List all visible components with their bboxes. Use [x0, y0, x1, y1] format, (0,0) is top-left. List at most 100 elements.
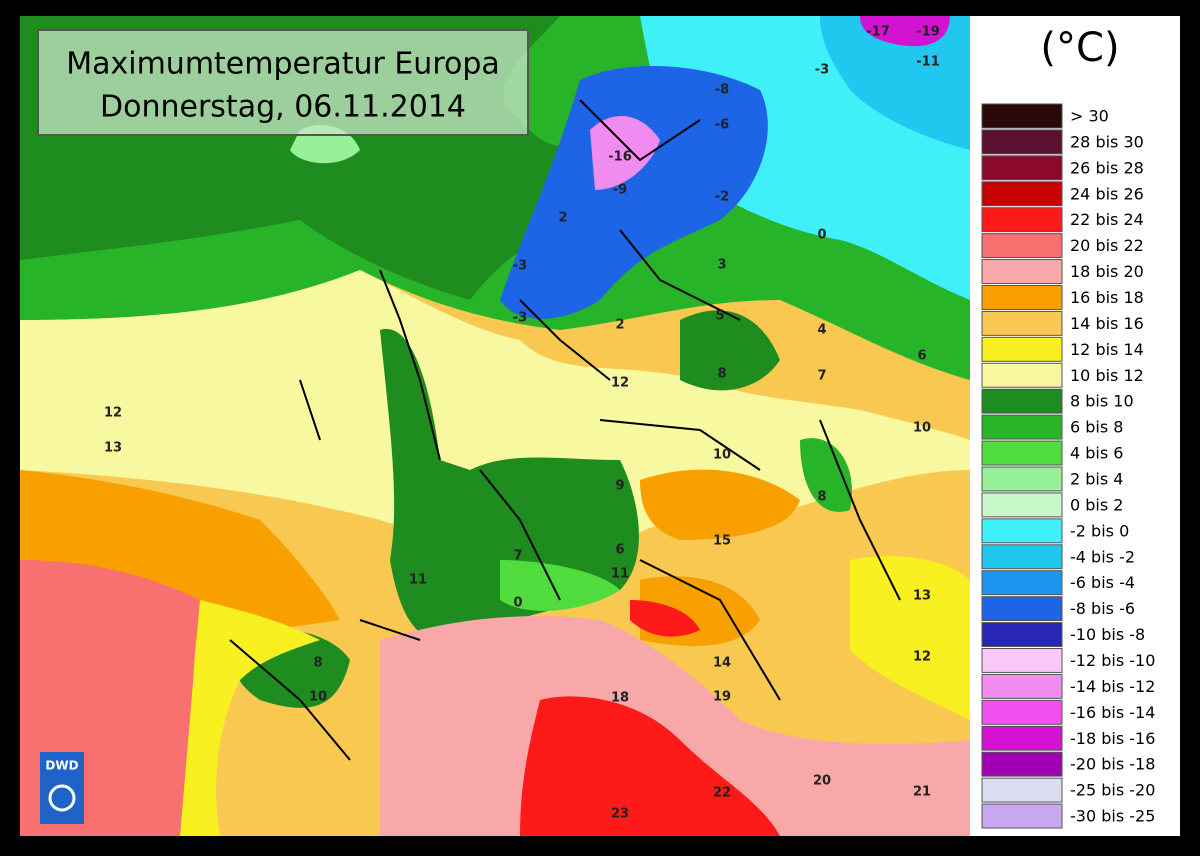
map-label: -3	[815, 63, 829, 78]
legend-label: -20 bis -18	[1070, 755, 1155, 774]
map-label: 0	[817, 228, 826, 243]
legend-swatch	[981, 492, 1063, 518]
map-label: -3	[513, 259, 527, 274]
map-label: 11	[409, 573, 427, 588]
map-label: 21	[913, 785, 931, 800]
legend-swatch	[981, 336, 1063, 362]
subtitle: Donnerstag, 06.11.2014	[100, 90, 466, 125]
legend-swatch	[981, 570, 1063, 596]
map-label: -9	[613, 183, 627, 198]
legend-swatch	[981, 207, 1063, 233]
logo-text: DWD	[45, 759, 78, 773]
map-label: 2	[558, 211, 567, 226]
map-label: 8	[313, 656, 322, 671]
legend-swatch	[981, 699, 1063, 725]
legend-label: 12 bis 14	[1070, 340, 1144, 359]
map-label: -19	[916, 25, 940, 40]
map-label: 12	[913, 650, 931, 665]
map-label: 12	[104, 406, 122, 421]
legend-swatch	[981, 622, 1063, 647]
legend-label: -14 bis -12	[1070, 677, 1155, 696]
logo	[40, 752, 84, 824]
map-label: 12	[611, 376, 629, 391]
legend-label: 24 bis 26	[1070, 184, 1144, 203]
map-label: 20	[813, 774, 831, 789]
legend-swatch	[981, 466, 1063, 492]
map-labels: -17 -19-11-3-8-6-16-9 -202-3-3 235467812121…	[104, 25, 940, 822]
legend-label: 28 bis 30	[1070, 132, 1144, 151]
map-label: 3	[717, 258, 726, 273]
legend-label: -30 bis -25	[1070, 807, 1155, 826]
legend-swatch	[981, 129, 1063, 155]
map-label: -11	[916, 55, 940, 70]
map-label: 6	[615, 543, 624, 558]
legend-label: 20 bis 22	[1070, 236, 1144, 255]
map-label: 4	[817, 323, 826, 338]
legend-label: -25 bis -20	[1070, 781, 1155, 800]
legend-swatch	[981, 259, 1063, 285]
map-label: 22	[713, 786, 731, 801]
map-label: 15	[713, 534, 731, 549]
legend-swatch	[981, 388, 1063, 414]
legend-swatch	[981, 673, 1063, 699]
map-label: 9	[615, 479, 624, 494]
legend-swatch	[981, 181, 1063, 207]
legend-label: 16 bis 18	[1070, 288, 1144, 307]
legend-swatch	[981, 414, 1063, 440]
map-label: 23	[611, 807, 629, 822]
map-label: 19	[713, 690, 731, 705]
legend-label: -2 bis 0	[1070, 521, 1129, 540]
map-label: -3	[513, 311, 527, 326]
map-label: 13	[104, 441, 122, 456]
title: Maximumtemperatur Europa	[66, 47, 500, 82]
legend-swatch	[981, 155, 1063, 181]
legend-label: 18 bis 20	[1070, 262, 1144, 281]
legend-swatch	[981, 233, 1063, 259]
map-label: 18	[611, 691, 629, 706]
legend-label: 14 bis 16	[1070, 314, 1144, 333]
legend-swatch	[981, 310, 1063, 336]
legend-label: 10 bis 12	[1070, 366, 1144, 385]
legend-label: -16 bis -14	[1070, 703, 1155, 722]
legend-label: 4 bis 6	[1070, 444, 1123, 463]
legend-label: 2 bis 4	[1070, 469, 1123, 488]
legend-label: -10 bis -8	[1070, 625, 1145, 644]
map-label: 2	[615, 318, 624, 333]
legend-swatch	[981, 648, 1063, 673]
map-label: 8	[717, 367, 726, 382]
legend-swatch	[981, 362, 1063, 388]
map-label: 6	[917, 349, 926, 364]
legend-swatch	[981, 285, 1063, 310]
legend-swatch	[981, 518, 1063, 544]
title-box	[37, 29, 529, 136]
legend-label: 8 bis 10	[1070, 392, 1134, 411]
legend-swatch	[981, 725, 1063, 751]
map-label: 8	[817, 490, 826, 505]
map-label: 13	[913, 589, 931, 604]
map-label: 10	[309, 690, 327, 705]
map-label: -17	[866, 25, 890, 40]
map-label: 14	[713, 656, 731, 671]
map-label: -6	[715, 118, 729, 133]
legend-label: 6 bis 8	[1070, 418, 1123, 437]
legend-swatch	[981, 544, 1063, 570]
logo-icon	[48, 784, 76, 812]
legend-label: 22 bis 24	[1070, 210, 1144, 229]
map-label: 11	[611, 567, 629, 582]
map-label: -16	[608, 150, 632, 165]
legend-swatch	[981, 803, 1063, 829]
legend-label: 26 bis 28	[1070, 158, 1144, 177]
legend-swatch	[981, 440, 1063, 466]
legend-label: -4 bis -2	[1070, 547, 1135, 566]
map-label: 7	[817, 369, 826, 384]
map-label: 5	[715, 309, 724, 324]
legend: > 30 28 bis 30 26 bis 28 24 bis 26 22 bis 24…	[981, 103, 1155, 829]
map-label: 10	[913, 421, 931, 436]
legend-swatch	[981, 751, 1063, 777]
map-label: 0	[513, 596, 522, 611]
legend-label: 0 bis 2	[1070, 495, 1123, 514]
map	[20, 16, 970, 836]
map-label: -2	[715, 190, 729, 205]
legend-label: -12 bis -10	[1070, 651, 1155, 670]
